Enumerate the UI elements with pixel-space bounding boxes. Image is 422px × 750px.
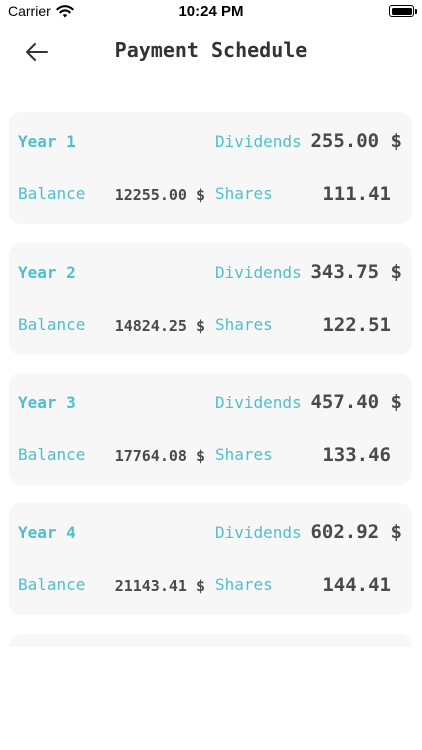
- carrier-label: Carrier: [8, 3, 51, 19]
- nav-bar: Payment Schedule: [0, 30, 422, 74]
- status-time: 10:24 PM: [178, 3, 244, 20]
- year-label: Year 3: [18, 393, 76, 412]
- schedule-card[interactable]: Year 2 Dividends 343.75 $ Balance 14824.…: [9, 243, 412, 355]
- shares-label: Shares: [215, 445, 273, 464]
- schedule-card[interactable]: Year 4 Dividends 602.92 $ Balance 21143.…: [9, 503, 412, 615]
- shares-label: Shares: [215, 184, 273, 203]
- balance-value: 12255.00 $: [114, 186, 205, 204]
- shares-label: Shares: [215, 575, 273, 594]
- dividends-label: Dividends: [215, 523, 302, 542]
- status-bar: Carrier 10:24 PM: [0, 0, 422, 26]
- schedule-list[interactable]: Year 1 Dividends 255.00 $ Balance 12255.…: [0, 0, 422, 647]
- dividends-label: Dividends: [215, 263, 302, 282]
- schedule-card[interactable]: Year 1 Dividends 255.00 $ Balance 12255.…: [9, 112, 412, 224]
- balance-label: Balance: [18, 315, 86, 334]
- balance-label: Balance: [18, 575, 86, 594]
- dividends-label: Dividends: [215, 132, 302, 151]
- shares-value: 144.41: [322, 574, 391, 596]
- year-label: Year 4: [18, 523, 76, 542]
- shares-value: 111.41: [322, 183, 391, 205]
- dividends-value: 255.00 $: [310, 130, 402, 152]
- balance-value: 14824.25 $: [114, 317, 205, 335]
- year-label: Year 1: [18, 132, 76, 151]
- dividends-value: 457.40 $: [310, 391, 402, 413]
- shares-label: Shares: [215, 315, 273, 334]
- balance-value: 21143.41 $: [114, 577, 205, 595]
- shares-value: 133.46: [322, 444, 391, 466]
- schedule-card[interactable]: Year 3 Dividends 457.40 $ Balance 17764.…: [9, 373, 412, 485]
- shares-value: 122.51: [322, 314, 391, 336]
- battery-tip: [415, 9, 417, 14]
- schedule-card-partial[interactable]: [9, 634, 412, 647]
- balance-label: Balance: [18, 184, 86, 203]
- back-button[interactable]: [20, 36, 54, 68]
- year-label: Year 2: [18, 263, 76, 282]
- page-title: Payment Schedule: [114, 38, 308, 62]
- arrow-left-icon: [26, 43, 48, 61]
- dividends-label: Dividends: [215, 393, 302, 412]
- dividends-value: 602.92 $: [310, 521, 402, 543]
- dividends-value: 343.75 $: [310, 261, 402, 283]
- battery-icon: [389, 5, 414, 17]
- battery-level: [391, 7, 412, 15]
- balance-label: Balance: [18, 445, 86, 464]
- balance-value: 17764.08 $: [114, 447, 205, 465]
- wifi-icon: [56, 5, 74, 18]
